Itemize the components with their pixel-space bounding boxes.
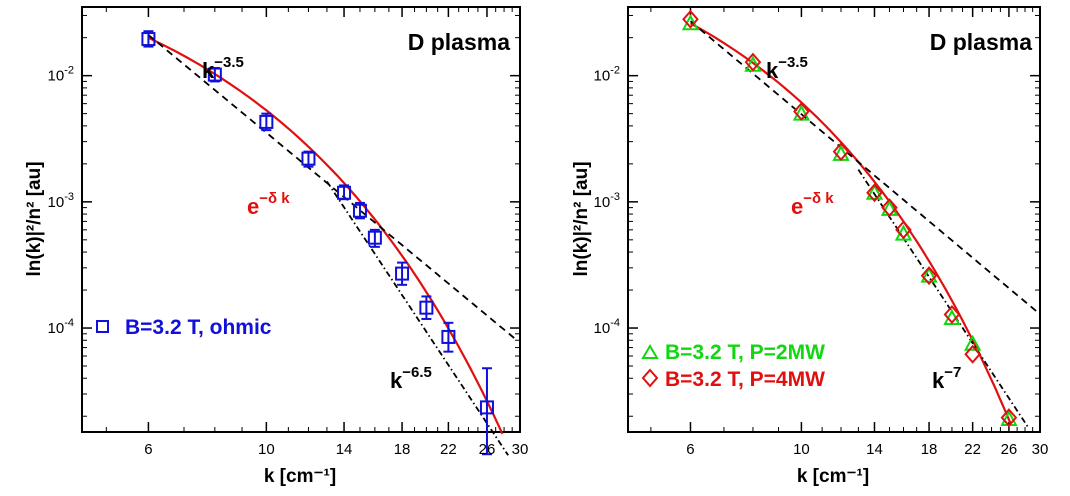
right-tick-labels: 6 10 14 18 22 26 30 10-4 10-3 10-2 (594, 65, 1049, 458)
left-axis-ticks (82, 7, 521, 432)
right-annotation-power-low-exp: −3.5 (778, 54, 808, 71)
right-series-1-point-8 (943, 304, 961, 325)
right-legend: B=3.2 T, P=2MW B=3.2 T, P=4MW (641, 341, 825, 391)
right-annotation-exponential-base: e (791, 194, 803, 219)
right-series-1-point-0 (682, 9, 699, 29)
left-legend-label: B=3.2 T, ohmic (125, 316, 272, 339)
right-annotation-exponential-exp: −δ k (803, 190, 834, 207)
right-y-axis-title-text: ln(k)|²/n² [au] (571, 161, 592, 276)
right-x-tick-label-6: 30 (1032, 441, 1049, 458)
left-annotation-power-high-base: k (390, 368, 403, 393)
right-x-tick-label-1: 10 (793, 441, 810, 458)
left-legend-square-marker (96, 320, 109, 333)
right-x-tick-label-0: 6 (686, 441, 694, 458)
left-fit-curves (147, 34, 517, 456)
right-series-1-point-3 (832, 142, 850, 162)
right-series-1-point-4 (866, 183, 883, 203)
left-annotation-exponential-base: e (247, 194, 259, 219)
left-series-0-point-8 (419, 300, 434, 315)
left-series-0-point-6 (367, 230, 382, 245)
left-y-axis-title: ln(k)|²/n² [au] (24, 161, 45, 276)
left-series-0-point-7 (395, 266, 410, 281)
left-annotation-power-low-exp: −3.5 (214, 54, 244, 71)
right-x-tick-label-5: 26 (1001, 441, 1018, 458)
left-series-0-point-1 (207, 67, 222, 82)
left-annotation-exponential: e−δ k (247, 190, 290, 219)
right-x-tick-label-3: 18 (921, 441, 938, 458)
right-data-points (681, 9, 1018, 428)
right-series-0-point-7 (920, 266, 938, 283)
right-series-1-point-10 (1000, 408, 1018, 428)
right-fit-power-dashed (689, 20, 1037, 312)
right-annotation-power-high-base: k (932, 368, 945, 393)
right-annotation-power-high-exp: −7 (944, 364, 961, 381)
left-fit-power-dashdot (326, 180, 509, 456)
right-y-tick-label-2: 10-2 (594, 65, 620, 85)
left-series-0-point-9 (441, 329, 456, 344)
left-x-tick-label-2: 14 (336, 441, 353, 458)
left-y-tick-label-0: 10-4 (48, 317, 74, 337)
right-series-0-point-9 (963, 334, 982, 351)
left-series-0-point-0 (141, 32, 156, 47)
right-x-tick-label-2: 14 (866, 441, 883, 458)
right-annotation-power-high: k−7 (932, 364, 961, 393)
left-x-tick-label-3: 18 (394, 441, 411, 458)
left-series-0-point-2 (259, 114, 274, 129)
right-legend-label-p4: B=3.2 T, P=4MW (665, 368, 825, 391)
right-series-1-point-6 (895, 220, 912, 240)
left-annotation-exponential-exp: −δ k (259, 190, 290, 207)
left-plot-frame (81, 6, 521, 433)
right-series-1-point-9 (964, 344, 981, 364)
left-annotation-power-low: k−3.5 (202, 54, 244, 83)
right-y-tick-label-1: 10-3 (594, 191, 620, 211)
left-series-0-point-4 (337, 185, 352, 200)
right-series-0-point-4 (865, 183, 884, 200)
left-x-tick-label-1: 10 (258, 441, 275, 458)
left-fit-exp-solid (147, 36, 504, 435)
right-series-1-point-7 (920, 266, 938, 286)
right-series-1-point-2 (793, 101, 810, 122)
right-legend-diamond-marker (641, 368, 659, 388)
left-fit-power-dashed (147, 34, 517, 341)
right-series-1-point-5 (881, 198, 898, 218)
left-x-tick-label-6: 30 (512, 441, 529, 458)
right-annotation-exponential: e−δ k (791, 190, 834, 219)
left-tick-labels: 6 10 14 18 22 26 30 10-4 10-3 10-2 (48, 65, 529, 458)
right-legend-label-p2: B=3.2 T, P=2MW (665, 341, 825, 364)
left-chart-title: D plasma (408, 29, 510, 55)
right-legend-triangle-marker (641, 344, 659, 359)
left-series-0-point-10 (479, 400, 494, 415)
right-x-tick-label-4: 22 (964, 441, 981, 458)
left-series-0-point-3 (301, 151, 316, 166)
left-data-points (141, 30, 494, 456)
left-annotation-power-high: k−6.5 (390, 364, 432, 393)
right-annotation-power-low: k−3.5 (766, 54, 808, 83)
left-x-tick-label-5: 26 (479, 441, 496, 458)
left-annotation-power-high-exp: −6.5 (402, 364, 432, 381)
left-annotation-power-low-base: k (202, 58, 215, 83)
left-x-tick-label-4: 22 (440, 441, 457, 458)
right-y-axis-title: ln(k)|²/n² [au] (571, 161, 592, 276)
right-y-tick-label-0: 10-4 (594, 317, 620, 337)
right-x-axis-title: k [cm⁻¹] (797, 466, 869, 487)
left-series-0-point-5 (352, 203, 367, 218)
right-annotation-power-low-base: k (766, 58, 779, 83)
left-legend: B=3.2 T, ohmic (96, 316, 272, 339)
left-x-tick-label-0: 6 (144, 441, 152, 458)
left-y-tick-label-1: 10-3 (48, 191, 74, 211)
left-y-axis-title-text: ln(k)|²/n² [au] (24, 161, 45, 276)
right-series-1-point-1 (744, 52, 762, 72)
right-fit-power-dashdot (857, 169, 1030, 429)
right-axis-ticks (628, 7, 1041, 432)
right-chart-title: D plasma (930, 29, 1032, 55)
left-y-tick-label-2: 10-2 (48, 65, 74, 85)
left-x-axis-title: k [cm⁻¹] (264, 466, 336, 487)
